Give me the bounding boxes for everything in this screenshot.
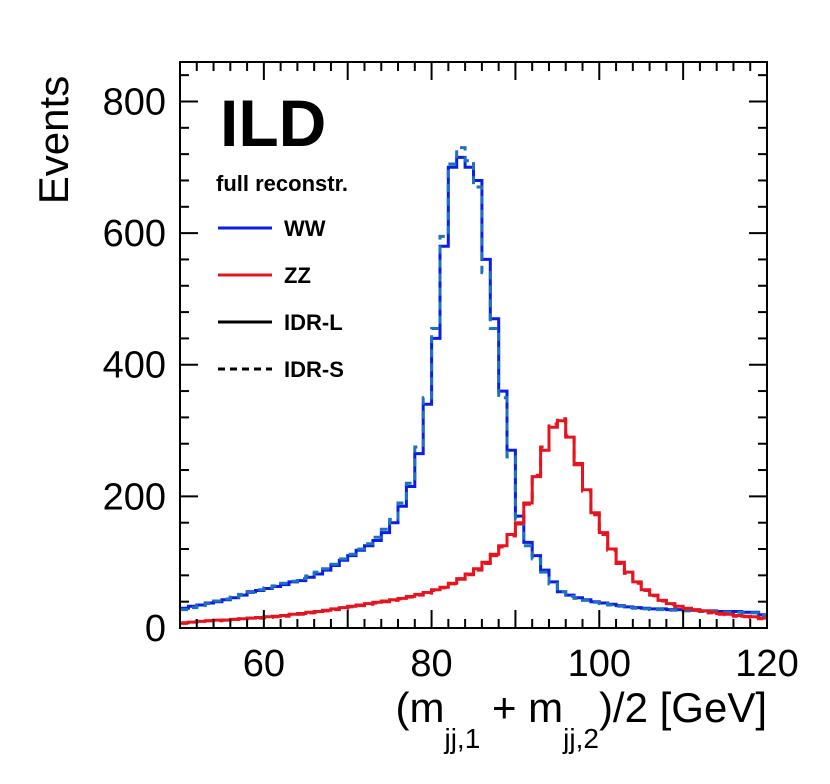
plot-frame	[179, 61, 768, 629]
x-axis-title-mid: + m	[480, 684, 563, 731]
legend-label-ww: WW	[284, 216, 326, 241]
y-axis-title: Events	[30, 76, 77, 204]
x-tick-label: 60	[243, 643, 285, 685]
tick-labels-layer: 60 80 100 120 0 200 400 600 800	[103, 81, 799, 685]
ticks-layer	[179, 62, 768, 629]
series-ww-idr-l	[180, 155, 767, 617]
x-tick-label: 120	[735, 643, 798, 685]
series-ww-idr-s	[180, 146, 767, 617]
x-axis-title-sub2: jj,2	[562, 723, 599, 754]
y-tick-label: 400	[103, 345, 166, 387]
series-zz-idr-l	[180, 419, 767, 625]
chart-title: ILD	[220, 86, 326, 160]
y-tick-label: 200	[103, 476, 166, 518]
x-axis-title: (mjj,1 + mjj,2)/2 [GeV]	[396, 684, 768, 754]
legend-label-zz: ZZ	[284, 263, 311, 288]
series-zz-idr-s	[180, 417, 767, 625]
legend: WW ZZ IDR-L IDR-S	[218, 216, 344, 382]
legend-label-idr-s: IDR-S	[284, 357, 344, 382]
x-axis-title-open: (m	[396, 684, 445, 731]
y-tick-label: 800	[103, 81, 166, 123]
x-axis-title-sub1: jj,1	[443, 723, 480, 754]
x-axis-title-close: )/2 [GeV]	[599, 684, 767, 731]
y-tick-label: 0	[145, 608, 166, 650]
series-layer	[180, 146, 767, 625]
legend-label-idr-l: IDR-L	[284, 310, 343, 335]
x-tick-label: 80	[410, 643, 452, 685]
y-tick-label: 600	[103, 213, 166, 255]
x-tick-label: 100	[568, 643, 631, 685]
chart-subtitle: full reconstr.	[216, 171, 348, 196]
